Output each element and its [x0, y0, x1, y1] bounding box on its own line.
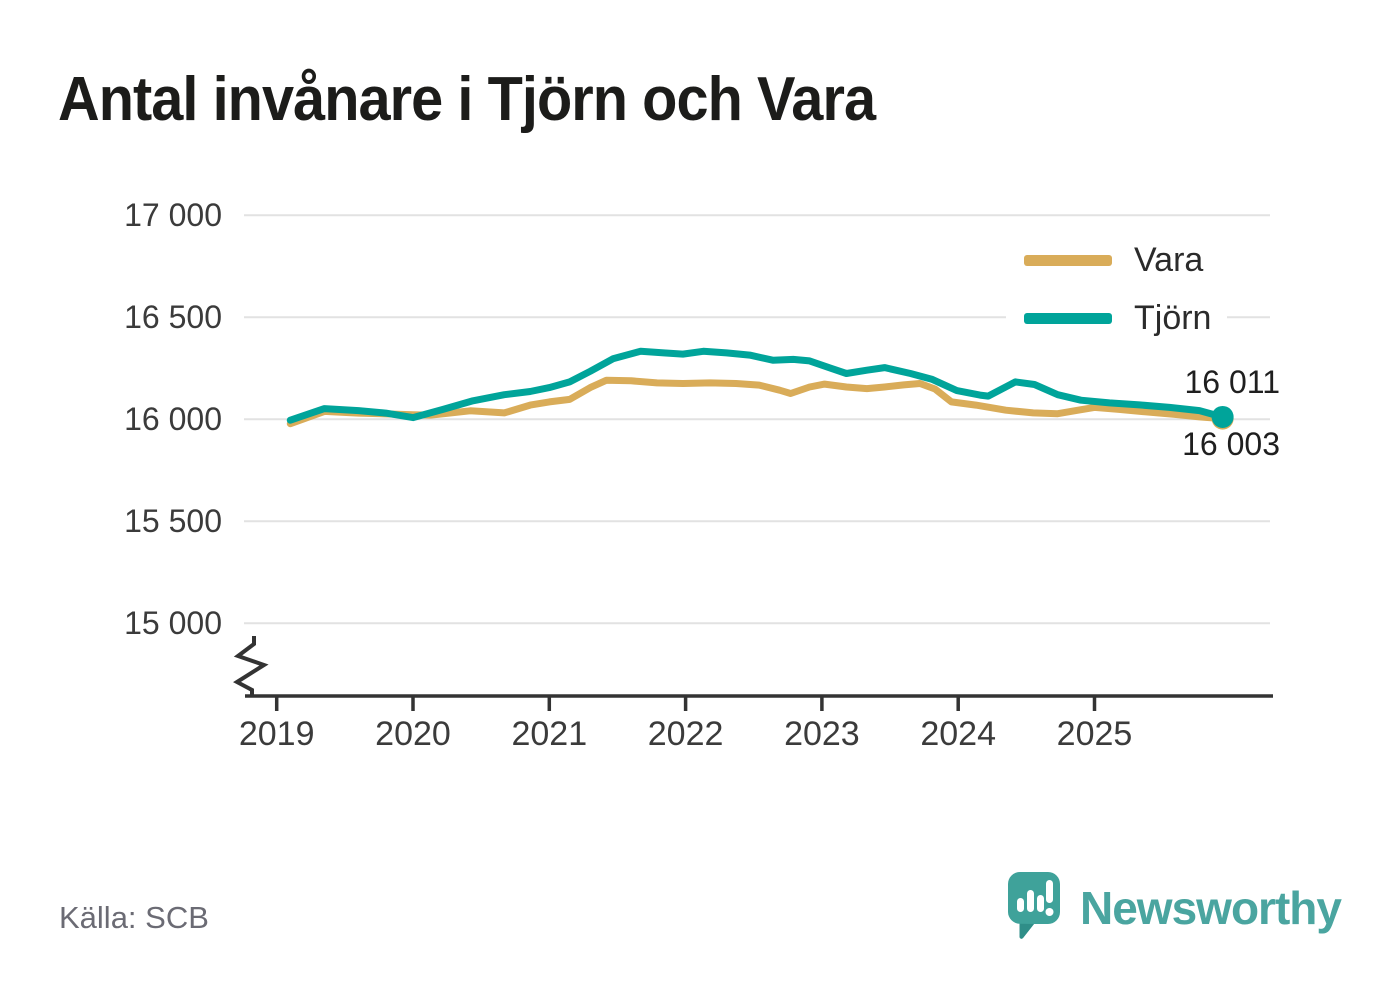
newsworthy-logo-icon — [1008, 872, 1060, 939]
newsworthy-brand: Newsworthy — [1008, 872, 1342, 944]
series-end-dot-tjrn — [1211, 405, 1234, 428]
chart-title: Antal invånare i Tjörn och Vara — [58, 65, 876, 134]
x-tick-label: 2021 — [511, 715, 588, 753]
y-tick-label: 15 500 — [124, 503, 222, 540]
legend-item-vara: Vara — [1006, 232, 1228, 288]
x-tick-label: 2024 — [920, 715, 996, 753]
legend-item-tjorn: Tjörn — [1006, 290, 1228, 346]
source-label: Källa: SCB — [59, 900, 209, 935]
y-tick-label: 16 000 — [124, 401, 222, 438]
end-value-label-tjorn: 16 011 — [1184, 364, 1281, 400]
y-tick-label: 15 000 — [124, 605, 222, 642]
newsworthy-wordmark: Newsworthy — [1080, 882, 1342, 934]
x-tick-label: 2020 — [375, 715, 451, 753]
series-line-vara — [286, 376, 1227, 428]
series-line-tjrn — [286, 347, 1227, 424]
x-tick-label: 2023 — [784, 715, 860, 753]
tjorn-series-swatch — [1024, 312, 1112, 324]
y-tick-label: 16 500 — [124, 299, 222, 336]
x-tick-label: 2025 — [1056, 715, 1133, 753]
legend-label-vara: Vara — [1134, 241, 1204, 279]
x-tick-label: 2022 — [647, 715, 724, 753]
y-tick-label: 17 000 — [124, 197, 222, 234]
x-tick-label: 2019 — [238, 715, 315, 753]
end-value-label-vara: 16 003 — [1182, 426, 1280, 462]
y-axis-break-icon — [233, 636, 269, 696]
legend-label-tjorn: Tjörn — [1134, 299, 1212, 337]
legend: Vara Tjörn — [1006, 232, 1228, 348]
vara-series-swatch — [1024, 254, 1112, 266]
